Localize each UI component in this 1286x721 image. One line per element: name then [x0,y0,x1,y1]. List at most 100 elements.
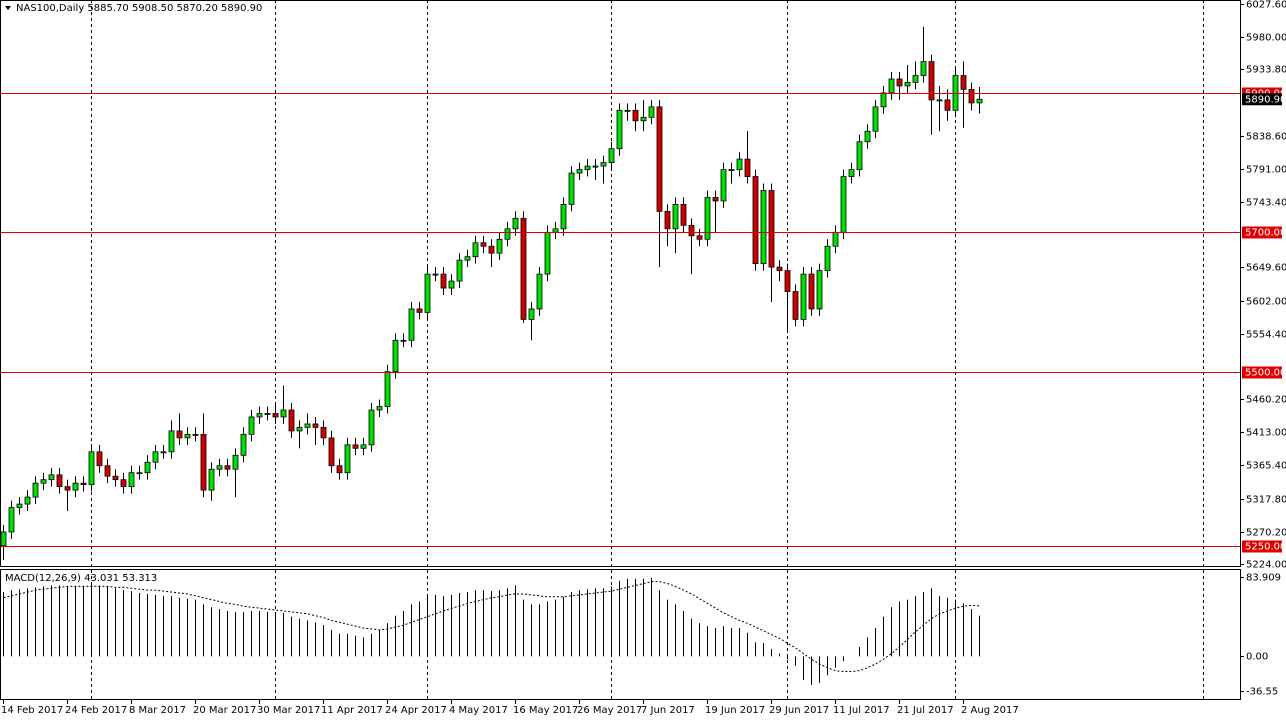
y-tick-label: 0.00 [1246,652,1268,663]
candle-body [408,308,415,341]
candle-body [240,433,247,456]
x-tick-label: 21 Jul 2017 [897,705,954,716]
candle-body [328,437,335,467]
level-label: 5700.00 [1245,228,1286,239]
candle-body [808,273,815,310]
x-tick-label: 14 Feb 2017 [1,705,63,716]
x-tick-label: 4 May 2017 [449,705,508,716]
chart-title: NAS100,Daily 5885.70 5908.50 5870.20 589… [16,3,262,14]
x-tick-label: 11 Jul 2017 [833,705,890,716]
candle-body [256,413,263,418]
candle-body [728,169,735,171]
candle-body [832,231,839,247]
candle-body [232,454,239,470]
candle-body [168,430,175,453]
candle-body [384,371,391,407]
candle-body [64,486,71,491]
candle-body [608,148,615,164]
candle-body [48,474,55,481]
candle-body [648,106,655,118]
candle-body [264,413,271,415]
macd-panel-border [0,569,1241,700]
macd-title: MACD(12,26,9) 43.031 53.313 [5,573,157,584]
candle-body [368,409,375,446]
x-tick-label: 20 Mar 2017 [193,705,256,716]
x-tick-label: 11 Apr 2017 [321,705,383,716]
candle-body [96,451,103,467]
candle-body [280,409,287,418]
candle-body [536,273,543,310]
candle-body [184,433,191,439]
candle-body [552,228,559,233]
candle-body [712,197,719,202]
candle-body [400,339,407,342]
candle-body [16,503,23,508]
y-tick-label: 5933.80 [1246,65,1286,76]
candle-body [24,496,31,505]
candle-body [568,172,575,205]
x-tick-label: 16 May 2017 [513,705,578,716]
candle-body [672,204,679,230]
candle-body [528,308,535,320]
candle-body [688,224,695,237]
candle-body [176,430,183,439]
candle-body [752,176,759,265]
candle-body [448,280,455,289]
candle-body [440,273,447,289]
candle-body [880,92,887,108]
candle-body [888,78,895,94]
signal-line [3,581,980,673]
x-tick-label: 26 May 2017 [577,705,642,716]
candle-body [120,479,127,488]
candle-body [88,451,95,485]
period-separators [91,0,1204,700]
candle-body [56,474,63,488]
candle-body [768,190,775,268]
candle-body [616,109,623,150]
candle-body [72,482,79,491]
candle-body [200,433,207,491]
x-tick-label: 8 Mar 2017 [129,705,186,716]
candle-body [696,235,703,240]
y-tick-label: -36.55 [1246,687,1278,698]
candle-body [664,210,671,230]
candle-body [104,465,111,477]
candle-body [0,531,7,547]
candle-body [520,217,527,320]
candle-body [416,308,423,313]
candle-body [544,231,551,275]
candle-body [952,75,959,111]
y-tick-label: 5224.00 [1246,560,1286,571]
level-label-box [1242,366,1282,379]
candle-body [592,165,599,168]
candle-body [344,444,351,474]
menu-arrow[interactable] [5,6,11,10]
candle-body [336,465,343,474]
candle-body [112,475,119,481]
candle-body [208,468,215,491]
candle-body [920,61,927,76]
candle-body [272,413,279,418]
x-tick-label: 24 Apr 2017 [385,705,447,716]
y-tick-label: 83.909 [1246,573,1281,584]
y-tick-label: 5743.40 [1246,198,1286,209]
candle-body [480,242,487,247]
candle-body [40,479,47,484]
candle-body [816,270,823,310]
main-panel-border [0,0,1241,567]
candle-body [720,169,727,202]
candle-body [840,176,847,233]
level-label-box [1242,226,1282,239]
candle-body [792,291,799,320]
candle-body [304,423,311,428]
candle-body [944,99,951,111]
candle-body [296,427,303,432]
candle-body [432,273,439,276]
candle-body [576,169,583,174]
candle-body [392,339,399,373]
candle-body [904,82,911,87]
candle-body [512,217,519,230]
candle-body [848,169,855,177]
candle-body [896,78,903,87]
